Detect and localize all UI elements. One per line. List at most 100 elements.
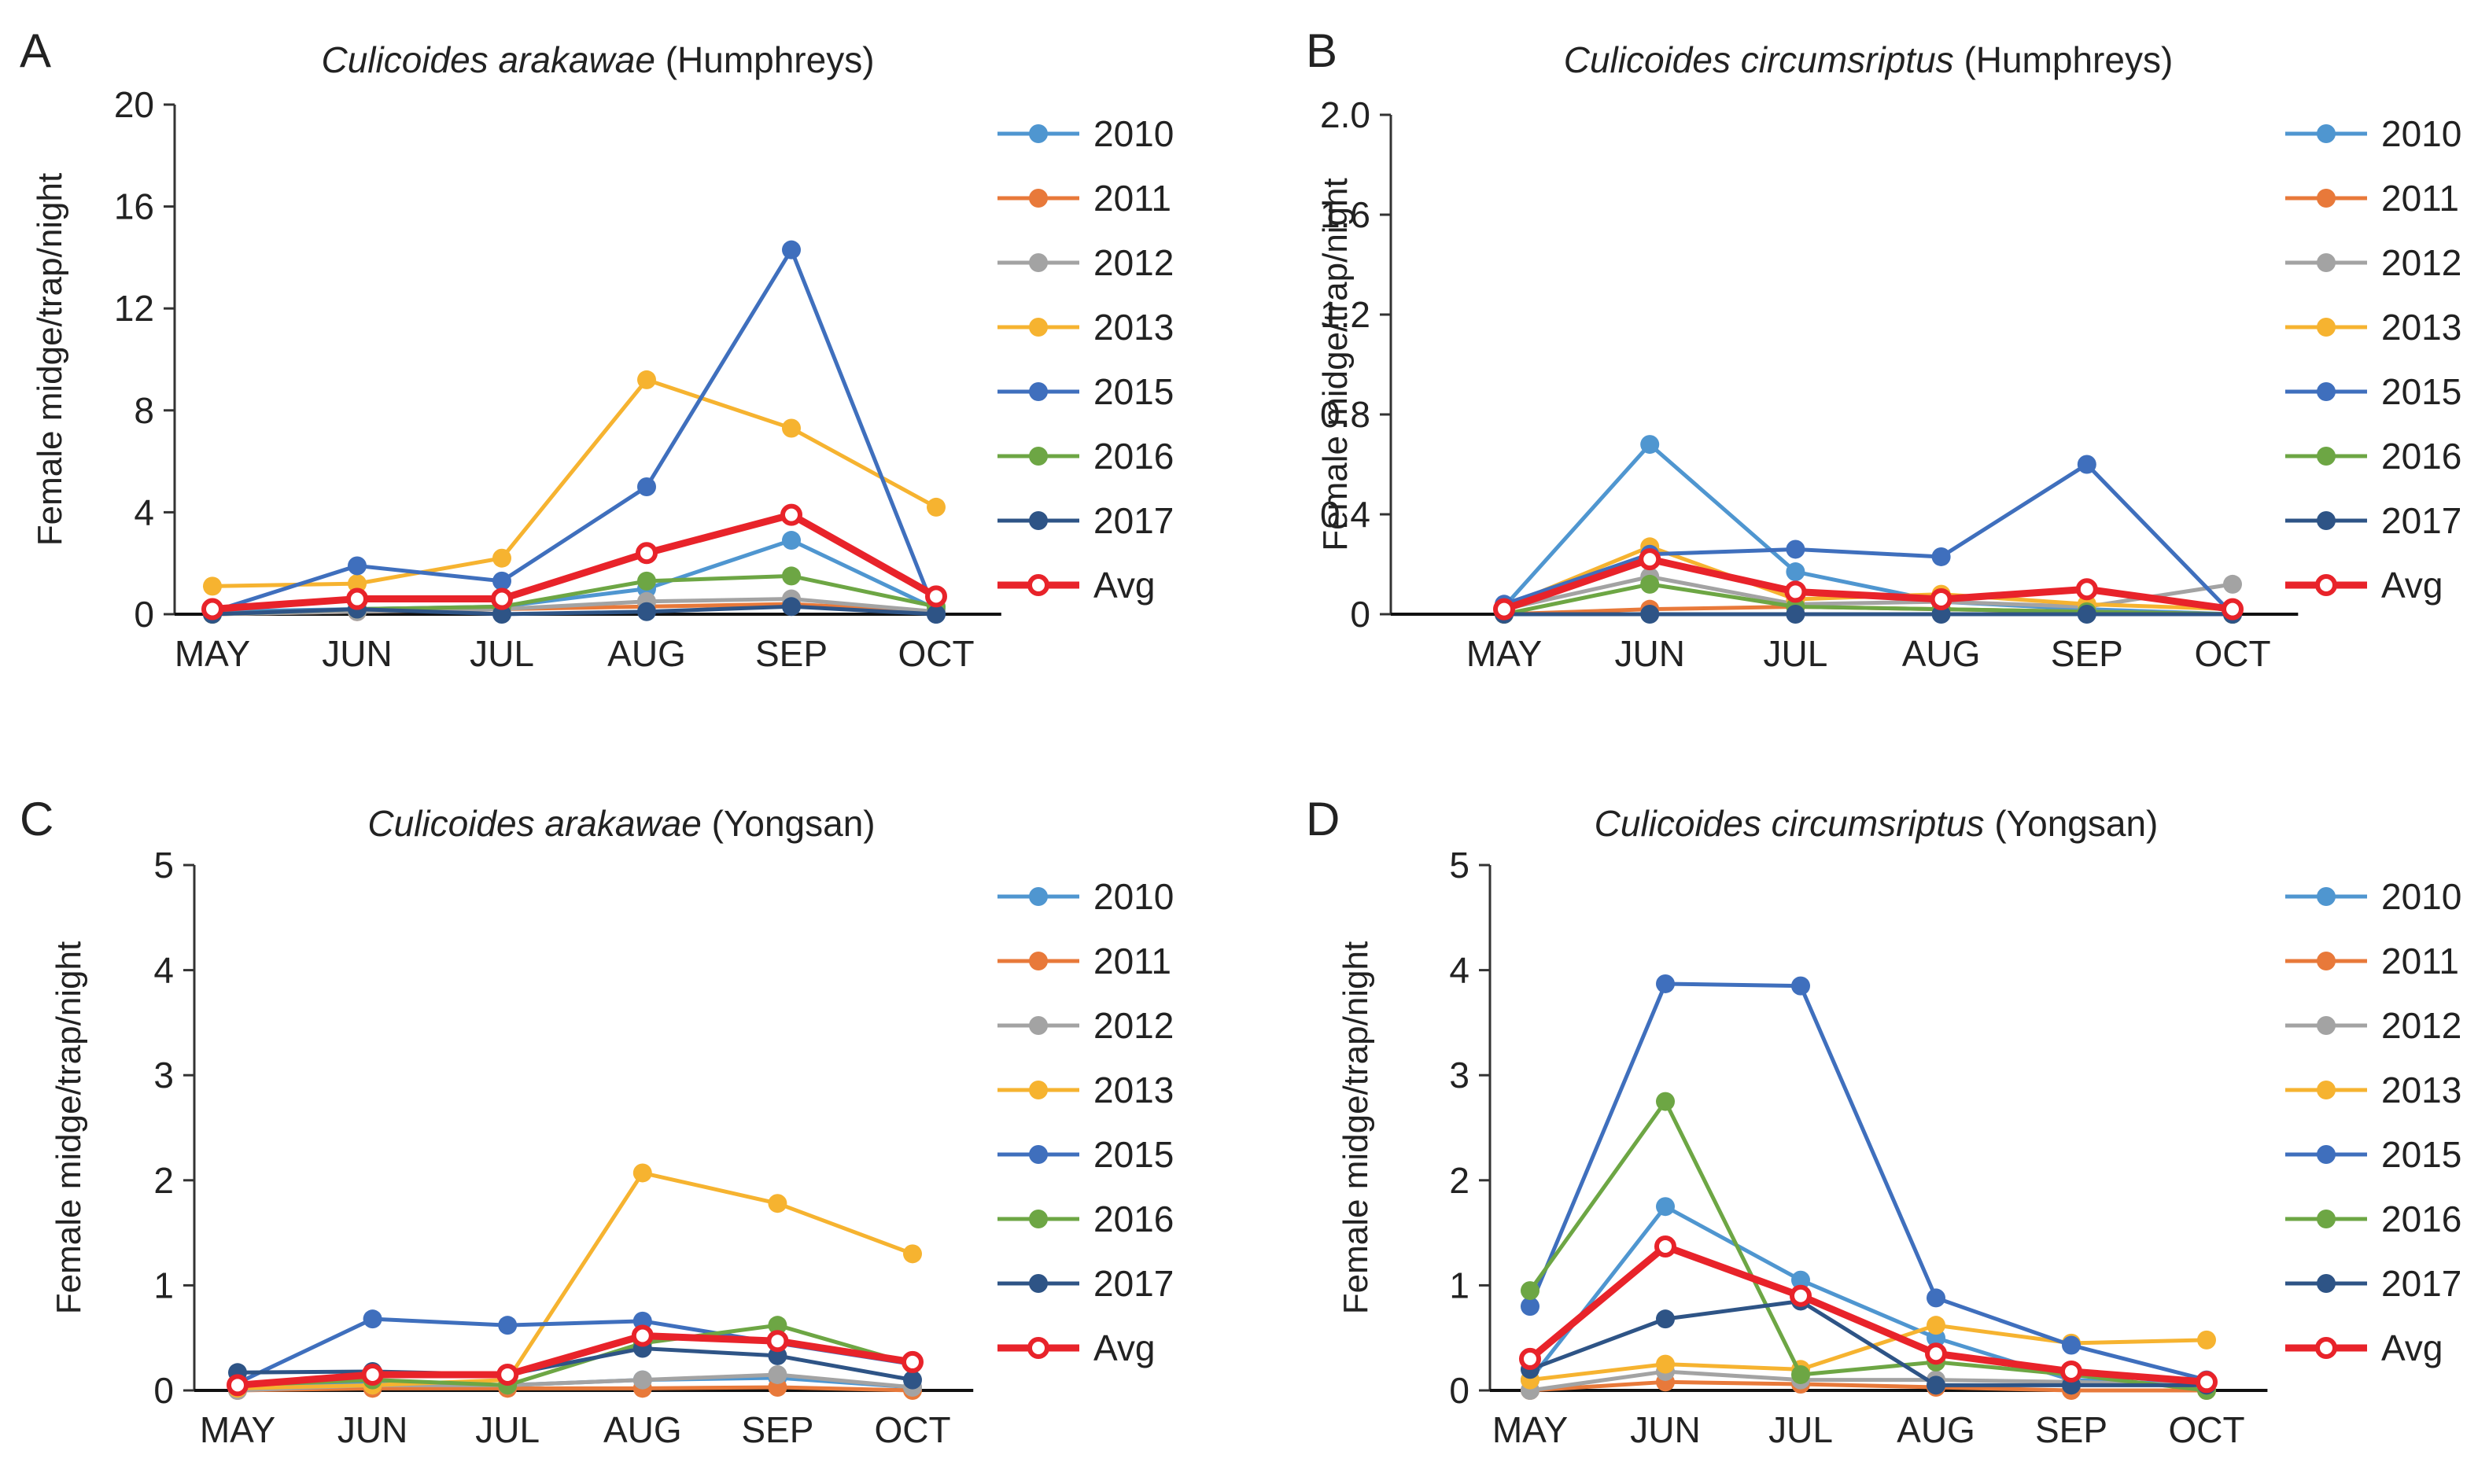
title-site: (Yongsan) xyxy=(1994,803,2158,844)
y-tick-label: 1 xyxy=(153,1265,174,1305)
legend-marker xyxy=(2317,318,2336,337)
legend-label: Avg xyxy=(1093,565,1155,606)
legend-marker xyxy=(1029,952,1048,970)
data-point xyxy=(2223,574,2242,594)
series-line xyxy=(1529,1323,2207,1383)
data-point xyxy=(1656,1197,1675,1217)
legend-marker xyxy=(1029,253,1048,272)
data-point xyxy=(927,605,946,624)
series-2013 xyxy=(1521,1316,2216,1390)
y-axis-title: Female midge/trap/night xyxy=(50,941,88,1314)
legend-marker xyxy=(2317,511,2336,530)
legend-marker xyxy=(1029,447,1048,466)
title-species: Culicoides circumsriptus xyxy=(1595,803,1995,844)
data-point xyxy=(766,1330,789,1353)
legend-label: 2013 xyxy=(1093,1070,1174,1110)
data-point xyxy=(1640,605,1660,624)
data-point xyxy=(768,1346,787,1365)
y-tick-label: 20 xyxy=(114,84,154,125)
series-Avg xyxy=(201,503,947,620)
x-tick-label: JUL xyxy=(475,1409,540,1450)
legend-marker xyxy=(2315,574,2337,596)
series-line xyxy=(237,1332,913,1389)
data-point xyxy=(2196,1371,2218,1394)
data-point xyxy=(632,1311,652,1331)
series-line xyxy=(1503,555,2233,613)
x-tick-label: JUN xyxy=(1614,633,1684,674)
legend-item: 2017 xyxy=(997,1263,1174,1304)
legend-item: 2012 xyxy=(997,1005,1174,1046)
data-point xyxy=(1930,587,1952,610)
data-point xyxy=(2077,605,2096,624)
panel-letter: A xyxy=(20,24,51,77)
data-point xyxy=(2075,578,2098,601)
panel-letter: B xyxy=(1306,24,1337,77)
y-tick-label: 16 xyxy=(114,186,154,227)
data-point xyxy=(903,1244,922,1264)
y-axis-title: Female midge/trap/night xyxy=(31,173,69,546)
data-point xyxy=(203,576,222,596)
legend-item: 2017 xyxy=(2285,1263,2461,1304)
series-Avg xyxy=(1519,1235,2218,1394)
y-tick-label: 0 xyxy=(153,1370,174,1411)
legend-label: 2011 xyxy=(2381,941,2459,981)
series-Avg xyxy=(227,1324,924,1397)
legend-label: 2012 xyxy=(1093,1005,1174,1046)
data-point xyxy=(496,1363,519,1386)
legend-item: 2013 xyxy=(2285,307,2461,348)
legend-label: 2010 xyxy=(2381,876,2461,917)
series-2010 xyxy=(1521,1197,2216,1395)
data-point xyxy=(2222,598,2244,620)
legend-label: 2015 xyxy=(2381,1134,2461,1175)
x-tick-label: MAY xyxy=(1492,1409,1568,1450)
data-point xyxy=(1791,1270,1810,1290)
legend: 2010 2011 2012 2013 2015 2016 2017 Avg xyxy=(997,876,1174,1368)
data-point xyxy=(2197,1330,2216,1350)
data-point xyxy=(1927,1288,1945,1308)
data-point xyxy=(782,566,801,586)
legend-label: 2013 xyxy=(1093,307,1174,348)
legend-marker xyxy=(1029,382,1048,401)
series-line xyxy=(1528,1204,2207,1387)
legend-label: 2012 xyxy=(2381,242,2461,283)
legend-item: Avg xyxy=(2285,1327,2443,1368)
y-tick-label: 1.6 xyxy=(1320,194,1370,235)
legend-item: 2010 xyxy=(2285,876,2461,917)
legend-label: 2011 xyxy=(1093,941,1171,981)
legend-label: 2016 xyxy=(2381,1199,2461,1239)
data-point xyxy=(1790,1284,1812,1307)
data-point xyxy=(2060,1360,2082,1383)
legend-marker xyxy=(1029,189,1048,208)
data-point xyxy=(346,587,368,610)
data-point xyxy=(768,1316,787,1335)
legend-marker xyxy=(1029,1081,1048,1099)
series-line xyxy=(212,597,937,617)
legend-label: 2013 xyxy=(2381,1070,2461,1110)
series-line xyxy=(1503,582,2233,617)
series-line xyxy=(1528,1243,2207,1386)
legend-marker xyxy=(2317,1145,2336,1164)
y-tick-label: 12 xyxy=(114,288,154,329)
legend-marker xyxy=(1029,1016,1048,1035)
legend-label: Avg xyxy=(2381,565,2443,606)
y-tick-label: 1.2 xyxy=(1320,294,1370,335)
y-tick-label: 0 xyxy=(134,594,154,635)
legend-marker xyxy=(2317,447,2336,466)
legend: 2010 2011 2012 2013 2015 2016 2017 Avg xyxy=(2285,876,2461,1368)
y-tick-label: 4 xyxy=(1449,950,1469,991)
legend-label: 2010 xyxy=(1093,876,1174,917)
legend-item: 2013 xyxy=(2285,1070,2461,1110)
legend-item: 2015 xyxy=(997,371,1174,412)
chart-panel-C: C Culicoides arakawae (Yongsan) 0 1 2 3 4 5 MAY J… xyxy=(20,793,1174,1450)
legend-label: 2012 xyxy=(2381,1005,2461,1046)
data-point xyxy=(1931,605,1951,624)
data-point xyxy=(348,574,367,594)
data-point xyxy=(631,1324,654,1347)
legend-label: Avg xyxy=(1093,1327,1155,1368)
title-species: Culicoides circumsriptus xyxy=(1564,39,1964,80)
series-2013 xyxy=(203,370,946,596)
legend-label: 2011 xyxy=(2381,178,2459,219)
data-point xyxy=(768,1194,787,1213)
data-point xyxy=(1791,976,1810,996)
